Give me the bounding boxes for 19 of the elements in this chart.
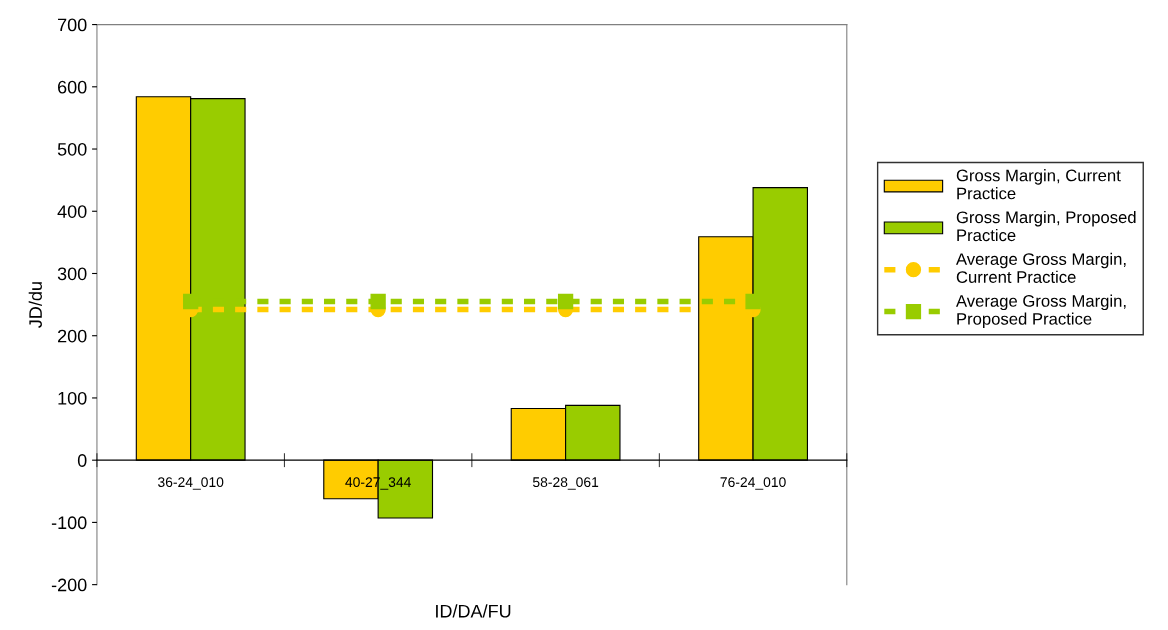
y-axis-title: JD/du	[28, 282, 42, 328]
y-tick-label: 500	[57, 142, 87, 156]
x-tick-label: 58-28_061	[532, 477, 599, 490]
x-tick-label: 36-24_010	[158, 477, 224, 490]
legend-label: Average Gross Margin, Current Practice	[956, 252, 1126, 283]
y-tick-label: 700	[58, 18, 87, 32]
y-tick-label: 400	[57, 205, 87, 218]
legend-label: Average Gross Margin, Proposed Practice	[956, 294, 1126, 329]
legend-label: Gross Margin, Proposed Practice	[956, 210, 1136, 242]
y-tick-label: 200	[58, 329, 87, 343]
y-tick-label: 300	[57, 267, 87, 281]
legend-label: Gross Margin, Current Practice	[956, 169, 1121, 200]
y-tick-label: 100	[58, 391, 87, 405]
x-axis-title: ID/DA/FU	[436, 604, 511, 618]
y-tick-label: -200	[51, 578, 87, 592]
y-tick-label: 600	[58, 80, 87, 94]
x-tick-label: 76-24_010	[720, 477, 786, 490]
y-tick-label: -100	[51, 516, 87, 530]
y-tick-label: 0	[77, 454, 87, 467]
